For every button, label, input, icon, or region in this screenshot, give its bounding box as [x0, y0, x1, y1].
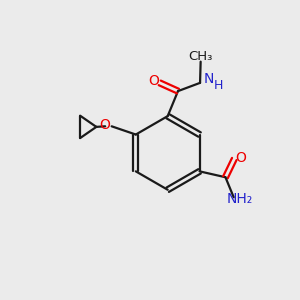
- Text: CH₃: CH₃: [188, 50, 213, 63]
- Text: NH₂: NH₂: [227, 192, 253, 206]
- Text: H: H: [214, 79, 223, 92]
- Text: O: O: [100, 118, 111, 132]
- Text: O: O: [235, 151, 246, 164]
- Text: N: N: [204, 72, 214, 86]
- Text: O: O: [148, 74, 159, 88]
